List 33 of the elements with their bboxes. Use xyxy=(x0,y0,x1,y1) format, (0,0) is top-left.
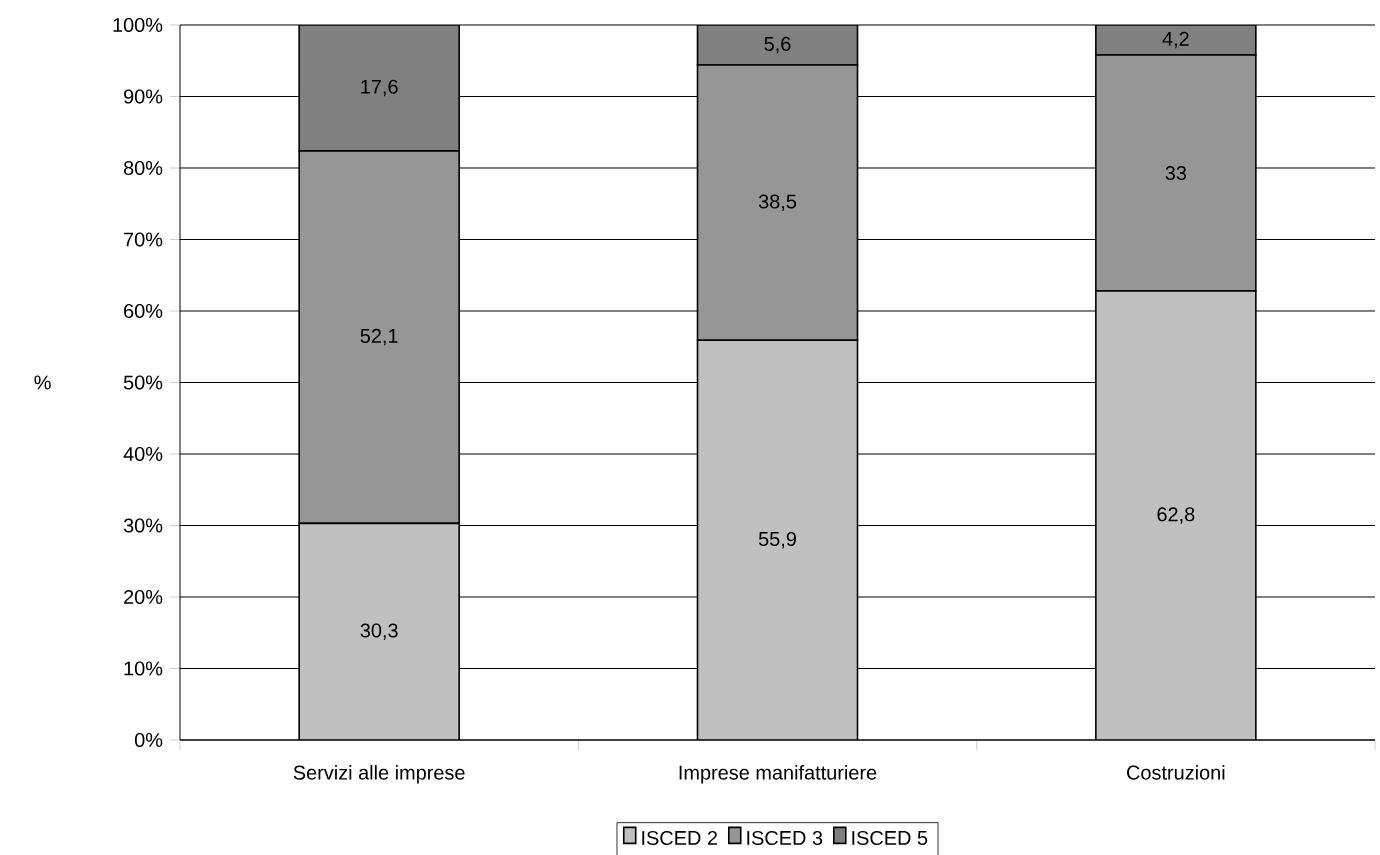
bar xyxy=(696,339,859,740)
bar xyxy=(298,24,460,152)
bar xyxy=(298,522,460,740)
data-label: 33 xyxy=(1165,165,1187,181)
legend-label: ISCED 3 xyxy=(747,830,823,846)
data-label: 62,8 xyxy=(1157,507,1195,524)
x-tick-label: Servizi alle imprese xyxy=(293,765,465,784)
legend-label: ISCED 5 xyxy=(852,830,928,846)
y-tick-label: 30% xyxy=(123,518,163,533)
data-label: 55,9 xyxy=(758,531,796,549)
y-tick-label: 10% xyxy=(124,661,163,676)
y-tick-label: 40% xyxy=(123,446,163,462)
y-tick-label: 0% xyxy=(134,732,163,748)
bar xyxy=(1095,290,1257,740)
y-axis-title: % xyxy=(34,375,51,390)
data-label: 4,2 xyxy=(1162,31,1189,49)
legend-label: ISCED 2 xyxy=(642,830,717,846)
data-label: 5,6 xyxy=(764,36,791,54)
x-tick-label: Imprese manifatturiere xyxy=(679,765,877,784)
data-label: 30,3 xyxy=(360,623,398,640)
y-tick-label: 60% xyxy=(124,303,163,319)
data-label: 17,6 xyxy=(361,79,398,97)
bar xyxy=(1095,24,1257,56)
y-tick-label: 80% xyxy=(123,160,163,176)
y-tick-label: 20% xyxy=(124,589,163,605)
y-tick-label: 70% xyxy=(124,232,163,247)
bar xyxy=(696,24,859,66)
data-label: 38,5 xyxy=(758,194,797,211)
y-tick-label: 90% xyxy=(124,89,163,104)
x-tick-label: Costruzioni xyxy=(1127,765,1225,780)
y-tick-label: 50% xyxy=(123,375,163,390)
y-tick-label: 100% xyxy=(113,17,163,33)
data-label: 52,1 xyxy=(360,328,398,346)
